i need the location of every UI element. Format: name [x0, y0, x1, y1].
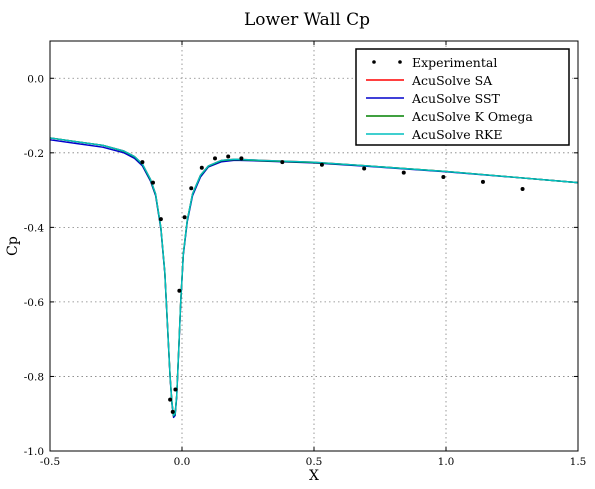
x-tick-label: 0.5 — [306, 456, 323, 468]
axis-ticks: -0.5 0.0 0.5 1.0 1.5 -1.0 -0.8 -0.6 -0.4 -0.2 0.0 — [24, 41, 587, 468]
y-tick-label: -0.2 — [24, 148, 44, 160]
experimental-point — [140, 160, 145, 165]
experimental-point — [480, 179, 485, 184]
x-tick-label: -0.5 — [40, 456, 60, 468]
legend-marker — [398, 60, 402, 64]
y-tick-label: -1.0 — [24, 446, 44, 458]
experimental-point — [226, 154, 231, 159]
chart-title: Lower Wall Cp — [244, 10, 370, 30]
legend-box — [355, 48, 570, 146]
experimental-point — [362, 166, 367, 171]
x-tick-label: 0.0 — [174, 456, 191, 468]
experimental-point — [280, 160, 285, 165]
y-tick-label: -0.8 — [24, 371, 44, 383]
x-tick-label: 1.5 — [570, 456, 587, 468]
experimental-point — [182, 215, 187, 220]
experimental-point — [170, 409, 175, 414]
series-layer — [50, 137, 578, 419]
legend-label: AcuSolve SA — [411, 73, 493, 88]
experimental-point — [401, 170, 406, 175]
experimental-point — [150, 180, 155, 185]
legend-label: Experimental — [412, 55, 497, 70]
experimental-point — [168, 397, 173, 402]
experimental-point — [239, 156, 244, 161]
legend-label: AcuSolve SST — [411, 91, 501, 106]
legend-label: AcuSolve RKE — [411, 127, 502, 142]
experimental-point — [213, 156, 217, 161]
experimental-point — [158, 217, 163, 222]
x-tick-label: 1.0 — [438, 456, 455, 468]
experimental-point — [319, 162, 324, 167]
experimental-point — [177, 288, 182, 293]
experimental-point — [441, 175, 446, 180]
series-line-acusolve-rke — [50, 137, 578, 417]
y-tick-label: -0.4 — [24, 222, 45, 234]
y-tick-label: -0.6 — [24, 297, 45, 309]
y-axis-label: Cp — [5, 236, 21, 256]
experimental-point — [173, 387, 178, 392]
y-tick-label: 0.0 — [27, 73, 44, 85]
x-axis-label: X — [309, 468, 319, 484]
plot-area — [50, 137, 578, 419]
legend: Experimental AcuSolve SA AcuSolve SST AcuSo… — [355, 48, 570, 146]
legend-label: AcuSolve K Omega — [411, 109, 533, 124]
legend-marker — [372, 60, 376, 64]
series-line-acusolve-sa — [50, 137, 578, 417]
experimental-point — [189, 186, 194, 191]
experimental-point — [520, 186, 525, 191]
experimental-point — [199, 165, 204, 170]
